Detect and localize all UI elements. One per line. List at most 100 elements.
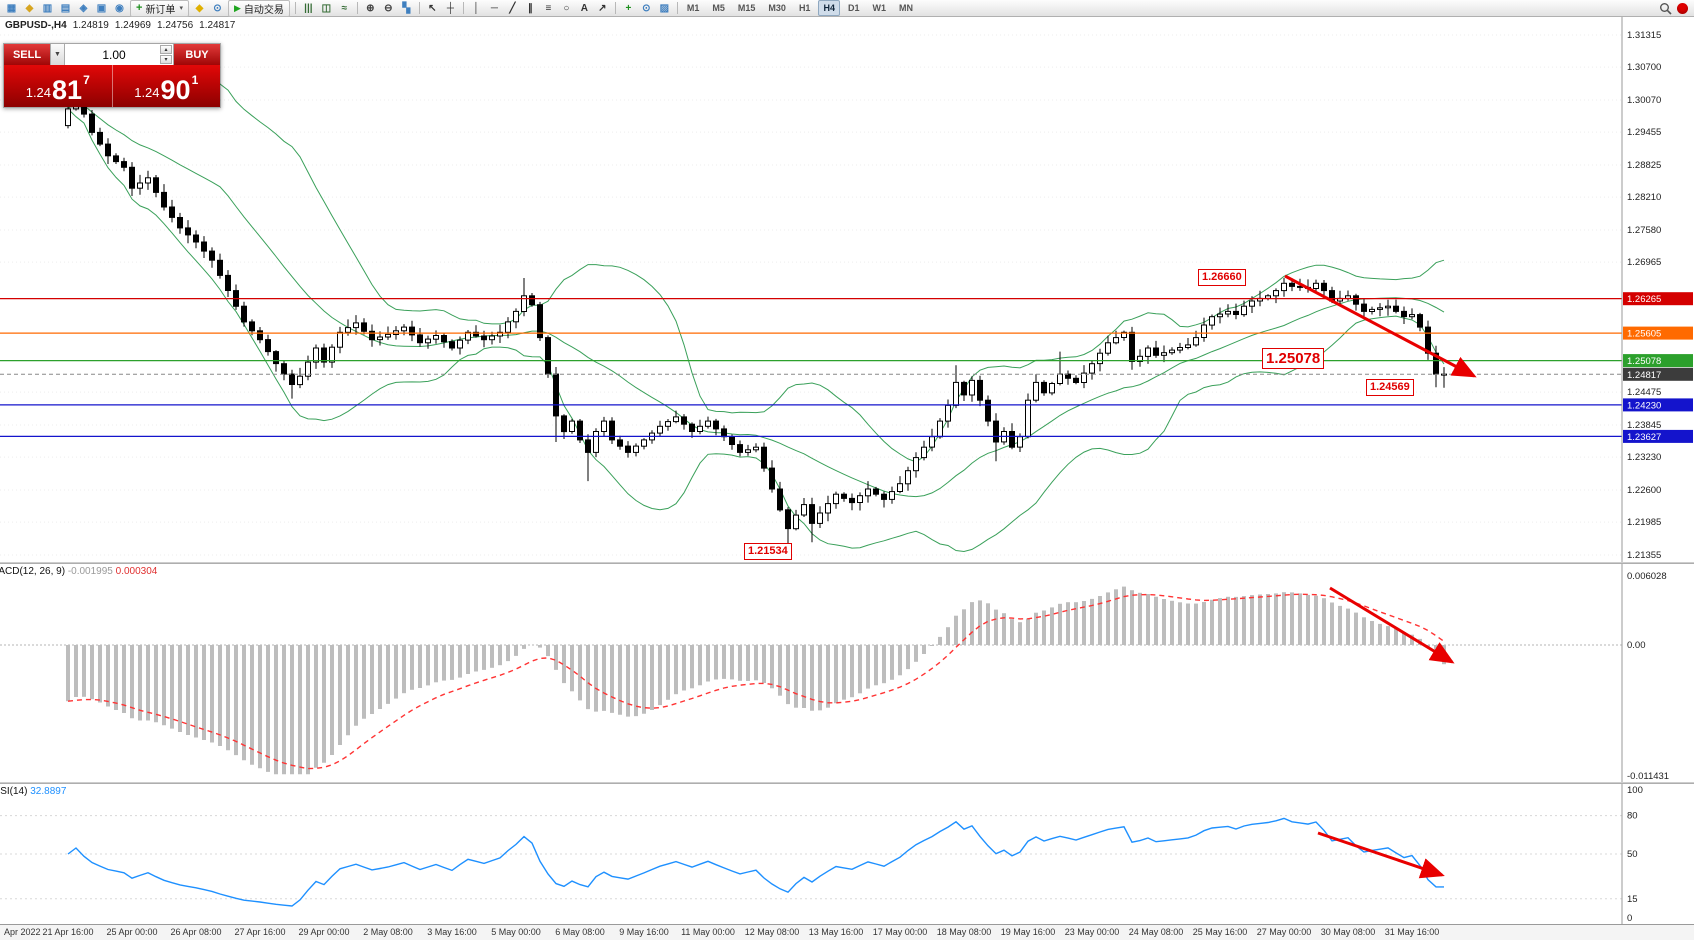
bar-chart-icon[interactable]: ||| <box>304 2 313 14</box>
time-axis-label: 5 May 00:00 <box>491 927 541 937</box>
search-icon[interactable] <box>1659 2 1672 15</box>
price-gridlines <box>0 34 1622 556</box>
buy-button[interactable]: BUY <box>174 44 220 65</box>
order-type-dropdown[interactable]: ▼ <box>50 44 65 65</box>
line-chart-icon[interactable]: ≈ <box>341 2 348 14</box>
panel-splitter[interactable] <box>0 562 1694 564</box>
bollinger-bands <box>67 81 1445 553</box>
new-order-button[interactable]: + 新订单 ▾ <box>130 0 189 17</box>
macd-canvas[interactable]: 0.006028 0.00 -0.011431 <box>0 564 1694 782</box>
timeframe-m1[interactable]: M1 <box>686 3 700 13</box>
macd-panel[interactable]: 0.006028 0.00 -0.011431 MACD(12, 26, 9) -0… <box>0 564 1694 782</box>
trend-arrow <box>1329 586 1455 664</box>
time-axis-year-label: Apr 2022 <box>4 927 41 937</box>
price-chip-label: 1.24817 <box>1627 370 1661 381</box>
chevron-down-icon[interactable]: ▾ <box>179 5 183 12</box>
price-chip-label: 1.25605 <box>1627 329 1661 340</box>
text-icon[interactable]: A <box>580 2 588 14</box>
crosshair-icon[interactable]: ┼ <box>446 2 454 14</box>
timeframe-h1[interactable]: H1 <box>798 3 811 13</box>
sell-price-display[interactable]: 1.24 81 7 <box>4 65 113 107</box>
price-chart-canvas[interactable]: 1.31315 1.30700 1.30070 1.29455 1.28825 1.282… <box>0 17 1694 562</box>
price-chip-label: 1.23627 <box>1627 432 1661 443</box>
buy-price-large: 90 <box>160 75 191 105</box>
candlesticks <box>65 84 1447 546</box>
price-level-chip <box>1623 398 1693 412</box>
arrow-tool-icon[interactable]: ↗ <box>598 2 607 14</box>
rsi-scale-label: 100 <box>1627 785 1643 796</box>
macd-signal-value: 0.000304 <box>115 566 158 577</box>
data-window-icon[interactable]: ▤ <box>60 2 71 14</box>
macd-scale-label: 0.00 <box>1627 640 1646 651</box>
auto-trading-button[interactable]: ▶ 自动交易 <box>227 0 290 17</box>
trendline-icon[interactable]: ╱ <box>509 2 516 14</box>
tile-windows-icon[interactable]: ▚ <box>402 2 411 14</box>
price-tick-label: 1.28825 <box>1627 160 1661 171</box>
time-axis-label: 19 May 16:00 <box>1000 927 1056 937</box>
notification-badge[interactable] <box>1677 2 1688 14</box>
metaeditor-icon[interactable]: ◆ <box>195 2 204 14</box>
time-axis: Apr 2022 21 Apr 16:00 25 Apr 00:00 26 Apr … <box>0 924 1694 940</box>
new-chart-icon[interactable]: ▦ <box>6 2 17 14</box>
template-icon[interactable]: ▨ <box>659 2 670 14</box>
price-tick-label: 1.21355 <box>1627 550 1661 561</box>
price-annotation: 1.26660 <box>1198 269 1246 286</box>
play-icon: ▶ <box>233 2 241 13</box>
rsi-scale-label: 50 <box>1627 849 1638 860</box>
one-click-trade-panel: SELL ▼ ▴ ▾ BUY 1.24 81 7 1.24 90 1 <box>3 43 221 108</box>
profiles-icon[interactable]: ◆ <box>25 2 34 14</box>
terminal-icon[interactable]: ▣ <box>96 2 107 14</box>
price-level-chip <box>1623 354 1693 368</box>
rsi-canvas[interactable]: 100 80 50 15 0 <box>0 784 1694 924</box>
rsi-scale-label: 0 <box>1627 913 1632 924</box>
price-level-chip <box>1623 326 1693 340</box>
rsi-level-lines <box>0 815 1622 900</box>
price-tick-label: 1.29455 <box>1627 127 1661 138</box>
sell-button[interactable]: SELL <box>4 44 50 65</box>
zoom-in-icon[interactable]: ⊕ <box>366 2 375 14</box>
price-tick-label: 1.28210 <box>1627 192 1661 203</box>
channel-icon[interactable]: ∥ <box>527 2 533 14</box>
timeframe-w1[interactable]: W1 <box>872 3 886 13</box>
toolbar-separator <box>418 2 420 14</box>
timeframe-d1[interactable]: D1 <box>847 3 860 13</box>
panel-splitter[interactable] <box>0 782 1694 784</box>
sell-price-large: 81 <box>52 75 83 105</box>
chart-ohlc-header: GBPUSD-,H4 1.24819 1.24969 1.24756 1.24817 <box>5 20 241 31</box>
candlestick-chart-icon[interactable]: ◫ <box>321 2 332 14</box>
rsi-line <box>67 817 1444 907</box>
indicators-icon[interactable]: + <box>625 2 632 14</box>
timeframe-selector: M1 M5 M15 M30 H1 H4 D1 W1 MN <box>681 0 919 16</box>
volume-input[interactable] <box>65 46 173 63</box>
timeframe-h4[interactable]: H4 <box>818 0 840 16</box>
market-watch-icon[interactable]: ▥ <box>42 2 53 14</box>
fibonacci-icon[interactable]: ≡ <box>545 2 552 14</box>
timeframe-mn[interactable]: MN <box>898 3 913 13</box>
trade-panel-top-row: SELL ▼ ▴ ▾ BUY <box>4 44 220 65</box>
price-chip-label: 1.24230 <box>1627 400 1661 411</box>
toolbar-left-icons: ▦ ◆ ▥ ▤ ◈ ▣ ◉ <box>3 1 128 16</box>
alerts-icon[interactable]: ⊙ <box>213 2 222 14</box>
zoom-out-icon[interactable]: ⊖ <box>384 2 393 14</box>
strategy-tester-icon[interactable]: ◉ <box>115 2 124 14</box>
price-chart-panel[interactable]: 1.31315 1.30700 1.30070 1.29455 1.28825 1.282… <box>0 17 1694 562</box>
toolbar-separator <box>462 2 464 14</box>
price-tick-label: 1.27580 <box>1627 225 1661 236</box>
time-axis-label: 3 May 16:00 <box>427 927 477 937</box>
time-axis-label: 26 Apr 08:00 <box>170 927 222 937</box>
periods-icon[interactable]: ⊙ <box>642 2 651 14</box>
timeframe-m5[interactable]: M5 <box>712 3 725 13</box>
cursor-icon[interactable]: ↖ <box>428 2 437 14</box>
shapes-icon[interactable]: ○ <box>563 2 570 14</box>
navigator-icon[interactable]: ◈ <box>79 2 88 14</box>
volume-down-button[interactable]: ▾ <box>160 55 172 64</box>
rsi-panel[interactable]: 100 80 50 15 0 RSI(14) 32.8897 <box>0 784 1694 924</box>
timeframe-m15[interactable]: M15 <box>737 3 756 13</box>
rsi-scale-label: 80 <box>1627 811 1638 822</box>
horizontal-line-icon[interactable]: ─ <box>490 2 498 14</box>
buy-price-display[interactable]: 1.24 90 1 <box>113 65 221 107</box>
time-axis-label: 13 May 16:00 <box>808 927 864 937</box>
volume-up-button[interactable]: ▴ <box>160 45 172 54</box>
timeframe-m30[interactable]: M30 <box>768 3 786 13</box>
vertical-line-icon[interactable]: │ <box>473 2 480 14</box>
